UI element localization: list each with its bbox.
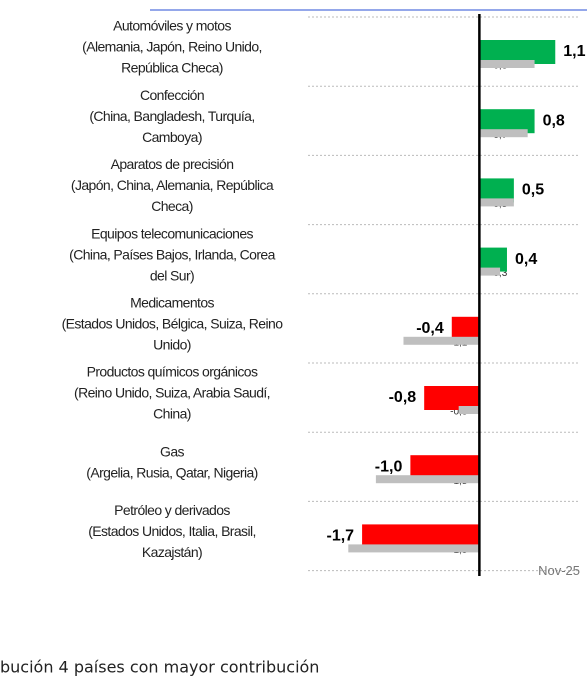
current-value-label: -1,0: [375, 458, 403, 475]
category-label: (Reino Unido, Suiza, Arabia Saudí,: [74, 385, 270, 401]
current-value-label: 1,1: [563, 43, 585, 60]
previous-bar: [375, 475, 480, 484]
category-label: Camboya): [142, 129, 202, 145]
category-label: (Estados Unidos, Bélgica, Suiza, Reino: [62, 316, 284, 332]
category-label: Confección: [140, 87, 204, 103]
category-label: (Estados Unidos, Italia, Brasil,: [88, 523, 256, 539]
previous-bar: [403, 336, 480, 345]
category-label: (Japón, China, Alemania, República: [71, 177, 274, 193]
previous-value-label: 0,3: [493, 268, 507, 279]
previous-bar: [479, 60, 535, 68]
category-label: Checa): [151, 198, 193, 214]
current-value-label: -0,4: [416, 320, 444, 337]
previous-bar: [479, 198, 514, 207]
category-label: Productos químicos orgánicos: [87, 364, 258, 380]
category-label: (Argelia, Rusia, Qatar, Nigeria): [86, 464, 257, 480]
current-value-label: 0,8: [543, 112, 565, 129]
previous-bar: [348, 544, 480, 553]
category-label: (China, Países Bajos, Irlanda, Corea: [69, 246, 275, 262]
category-label: Kazajstán): [142, 544, 202, 560]
current-value-label: 0,5: [522, 182, 544, 199]
category-label: Equipos telecomunicaciones: [91, 225, 253, 241]
category-label: (China, Bangladesh, Turquía,: [89, 108, 254, 124]
category-label: China): [153, 406, 191, 422]
current-value-label: -0,8: [389, 389, 417, 406]
category-label: República Checa): [121, 60, 223, 76]
footer-text: bución 4 países con mayor contribución: [0, 658, 319, 677]
previous-bar: [458, 406, 480, 414]
category-label: Gas: [160, 443, 184, 459]
annotation: Nov-25: [538, 563, 580, 578]
category-label: (Alemania, Japón, Reino Unido,: [82, 39, 262, 55]
category-label: del Sur): [150, 267, 194, 283]
category-label: Medicamentos: [130, 295, 214, 311]
current-value-label: -1,7: [327, 528, 355, 545]
current-value-label: 0,4: [515, 251, 537, 268]
category-label: Automóviles y motos: [113, 18, 231, 34]
category-label: Aparatos de precisión: [111, 156, 234, 172]
previous-bar: [479, 267, 501, 276]
category-label: Unido): [153, 337, 191, 353]
category-label: Petróleo y derivados: [114, 502, 230, 518]
previous-bar: [479, 129, 528, 138]
